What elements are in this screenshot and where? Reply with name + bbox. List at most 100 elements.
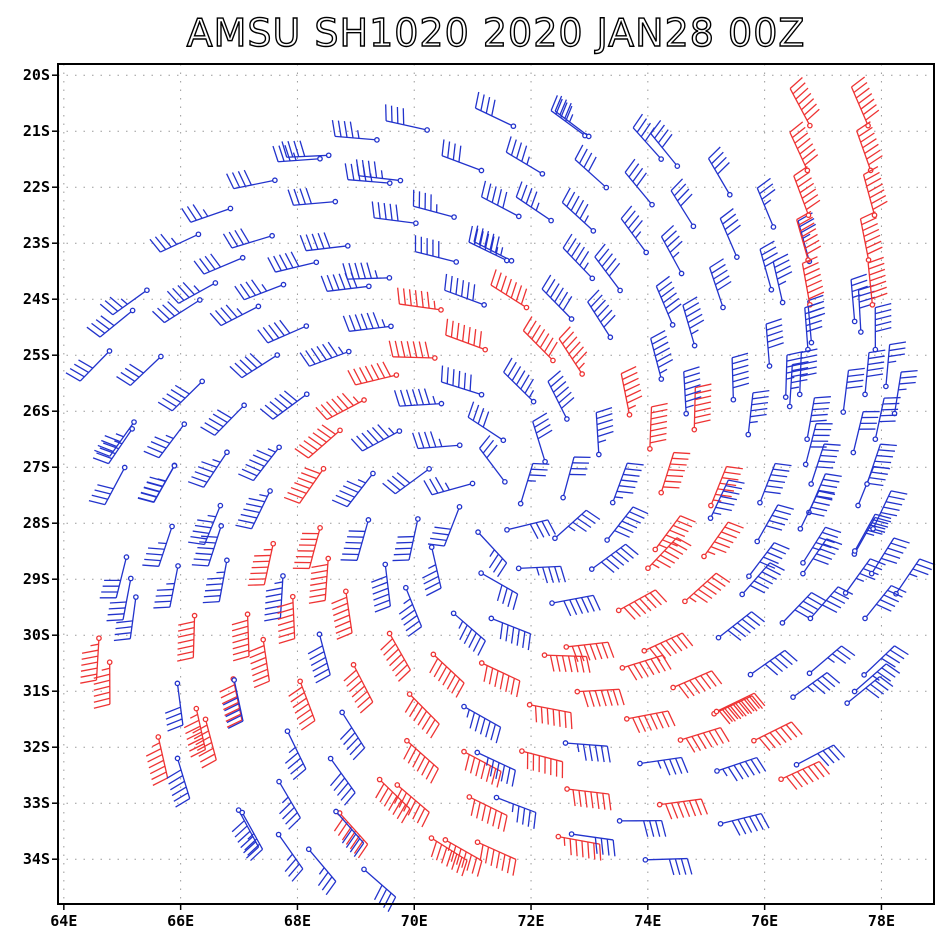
wind-barb [558, 326, 588, 377]
wind-barb [200, 402, 247, 436]
wind-barb [587, 289, 616, 341]
wind-barb [862, 585, 907, 622]
wind-barb [624, 158, 655, 208]
wind-barb [549, 594, 601, 617]
wind-barb [235, 488, 273, 530]
wind-barb [715, 611, 765, 641]
wind-barb [288, 678, 316, 731]
wind-barb [92, 426, 136, 465]
wind-barb [793, 744, 846, 768]
wind-barb [428, 835, 468, 877]
wind-barb [562, 233, 596, 282]
x-tick-label: 76E [751, 912, 778, 930]
wind-barb [339, 709, 366, 761]
wind-barb [474, 91, 517, 130]
wind-barb [855, 465, 891, 509]
wind-barb [642, 856, 693, 876]
wind-barb [588, 543, 639, 574]
wind-barb [864, 443, 897, 487]
wind-barb [782, 350, 804, 400]
wind-barb [350, 424, 403, 452]
wind-barb [315, 392, 367, 421]
wind-barb [790, 672, 841, 700]
wind-barb [747, 649, 798, 678]
wind-barb [342, 262, 393, 281]
wind-barb [177, 612, 198, 662]
wind-barb [284, 728, 307, 781]
wind-barb [385, 104, 430, 133]
wind-barb [275, 831, 304, 882]
wind-barb [730, 352, 750, 403]
wind-barb [655, 275, 682, 328]
wind-barb [842, 558, 886, 596]
wind-barb [397, 287, 444, 313]
wind-barb [445, 318, 489, 353]
wind-barb [650, 329, 674, 382]
wind-barb [414, 235, 460, 265]
wind-barb [856, 121, 883, 174]
wind-barb [682, 572, 731, 605]
wind-barb [287, 187, 339, 206]
wind-barb [299, 232, 351, 252]
y-tick-label: 20S [23, 66, 50, 84]
wind-barb [461, 748, 502, 788]
wind-barb [652, 515, 696, 553]
wind-barb [99, 287, 150, 316]
wind-barb [786, 360, 809, 410]
wind-barb [474, 749, 516, 787]
x-tick-label: 68E [284, 912, 311, 930]
wind-barb [393, 388, 445, 407]
wind-barb [277, 593, 296, 644]
wind-barb [65, 348, 113, 382]
y-tick-label: 29S [23, 570, 50, 588]
wind-barb [188, 502, 224, 546]
wind-barb [375, 776, 411, 824]
y-tick-label: 34S [23, 850, 50, 868]
wind-barb [872, 396, 901, 443]
wind-barb [793, 165, 821, 219]
wind-barb [466, 794, 508, 832]
y-tick-label: 31S [23, 682, 50, 700]
wind-barb [552, 509, 601, 542]
wind-barb [264, 573, 286, 622]
y-axis-ticks: 20S 21S 22S 23S 24S 25S 26S 27S 28S 29S 30S 31S 32S 3… [23, 66, 58, 868]
wind-barb [547, 370, 575, 422]
wind-barb [595, 406, 614, 458]
wind-barb [283, 465, 327, 504]
wind-barb [248, 636, 271, 689]
wind-barb [164, 680, 184, 732]
wind-barb [682, 296, 705, 349]
wind-barb [850, 410, 880, 456]
y-tick-label: 25S [23, 346, 50, 364]
wind-barb [711, 695, 764, 725]
wind-barb [292, 524, 323, 570]
wind-barb [231, 611, 251, 662]
wind-barb [850, 76, 880, 129]
wind-barb [891, 369, 918, 417]
wind-barb [371, 561, 391, 613]
wind-barb [754, 504, 794, 545]
wind-barb [299, 341, 352, 367]
wind-barb [343, 661, 374, 714]
wind-barb [152, 297, 203, 324]
wind-barb [844, 676, 894, 707]
wind-barb [392, 516, 421, 562]
wind-barb [804, 396, 831, 443]
wind-barb [804, 301, 823, 353]
wind-barb [142, 523, 175, 567]
wind-barb [564, 786, 612, 811]
wind-barb [772, 253, 793, 306]
wind-barb [478, 660, 521, 698]
wind-barb [267, 251, 320, 273]
wind-barb [442, 837, 483, 877]
wind-barb [862, 349, 886, 398]
wind-barb [388, 340, 438, 361]
x-tick-label: 74E [634, 912, 661, 930]
wind-barb [620, 205, 650, 256]
wind-barb [475, 529, 508, 578]
wind-barb [137, 462, 178, 504]
wind-barb [555, 833, 602, 861]
wind-barb [862, 166, 888, 219]
wind-barb [574, 144, 610, 191]
